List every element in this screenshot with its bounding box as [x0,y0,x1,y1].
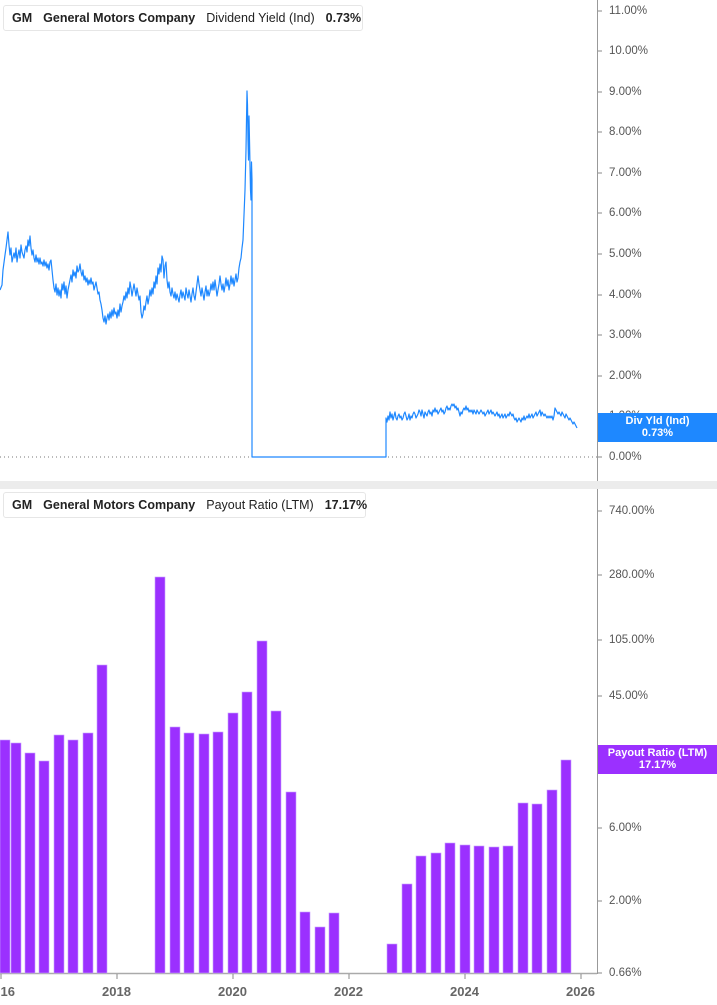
y-tick-label: 10.00% [609,45,649,57]
bar[interactable] [415,855,427,974]
legend-company: General Motors Company [43,11,196,25]
y-tick-label: 2.00% [609,370,642,382]
bar[interactable] [67,739,79,974]
bar[interactable] [270,710,282,974]
bar[interactable] [10,742,22,974]
y-tick-label: 0.00% [609,451,642,463]
legend-company: General Motors Company [43,498,196,512]
value-tag-label: Div Yld (Ind) [625,415,690,427]
value-tag-value: 0.73% [641,427,674,439]
bar[interactable] [430,852,442,974]
y-tick-label: 2.00% [609,895,642,907]
y-tick-label: 4.00% [609,289,642,301]
bar[interactable] [169,726,181,974]
bar[interactable] [328,912,340,974]
bar[interactable] [212,731,224,974]
bar[interactable] [314,926,326,974]
payout-ratio-legend[interactable]: GM General Motors Company Payout Ratio (… [3,492,368,518]
y-tick-label: 6.00% [609,207,642,219]
x-tick-label: 2020 [218,984,247,999]
bar[interactable] [256,640,268,974]
y-tick-label: 9.00% [609,86,642,98]
bar[interactable] [38,760,50,974]
bar[interactable] [531,803,543,974]
x-tick-label: 2026 [566,984,595,999]
bar[interactable] [183,732,195,974]
bar[interactable] [198,733,210,974]
bar[interactable] [473,845,485,974]
bar[interactable] [459,844,471,974]
y-tick-label: 740.00% [609,505,655,517]
dividend-yield-line[interactable] [0,90,578,458]
y-tick-label: 0.66% [609,967,642,979]
dividend-yield-value-tag: Div Yld (Ind) 0.73% [598,413,717,442]
dividend-yield-legend[interactable]: GM General Motors Company Dividend Yield… [3,5,363,31]
value-tag-label: Payout Ratio (LTM) [607,747,708,759]
y-tick-label: 105.00% [609,634,655,646]
dividend-yield-panel: GM General Motors Company Dividend Yield… [0,0,717,481]
y-tick-label: 280.00% [609,569,655,581]
bar[interactable] [53,734,65,974]
legend-value: 17.17% [324,498,368,512]
bar[interactable] [227,712,239,974]
value-tag-value: 17.17% [638,759,677,771]
bar[interactable] [241,691,253,974]
payout-ratio-value-tag: Payout Ratio (LTM) 17.17% [598,745,717,774]
bar[interactable] [444,842,456,974]
y-axis-ticks [598,10,602,458]
bar[interactable] [285,791,297,974]
bar[interactable] [96,664,108,974]
payout-ratio-bars [0,576,572,974]
bar[interactable] [0,739,11,974]
y-tick-label: 6.00% [609,822,642,834]
bar[interactable] [560,759,572,974]
bar[interactable] [82,732,94,974]
bar[interactable] [299,911,311,974]
y-tick-label: 11.00% [609,5,648,17]
legend-metric: Dividend Yield (Ind) [206,11,315,25]
legend-ticker: GM [12,11,33,25]
x-tick-label: 2016 [0,984,15,999]
x-tick-label: 2024 [450,984,479,999]
bar[interactable] [386,943,398,974]
x-axis-ticks [0,974,582,979]
bar[interactable] [401,883,413,974]
bar[interactable] [24,752,36,974]
bar[interactable] [488,846,500,974]
bar[interactable] [517,802,529,974]
legend-value: 0.73% [325,11,362,25]
y-tick-label: 8.00% [609,126,642,138]
payout-ratio-plot [0,489,602,979]
legend-metric: Payout Ratio (LTM) [206,498,314,512]
x-tick-label: 2018 [102,984,131,999]
panel-divider[interactable] [0,481,717,489]
bar[interactable] [546,789,558,974]
bar[interactable] [502,845,514,974]
y-tick-label: 7.00% [609,167,642,179]
x-tick-label: 2022 [334,984,363,999]
payout-ratio-panel: GM General Motors Company Payout Ratio (… [0,489,717,1005]
legend-ticker: GM [12,498,33,512]
y-tick-label: 3.00% [609,329,642,341]
bar[interactable] [154,576,166,974]
y-tick-label: 45.00% [609,690,649,702]
y-axis-ticks [598,510,602,974]
y-tick-label: 5.00% [609,248,642,260]
